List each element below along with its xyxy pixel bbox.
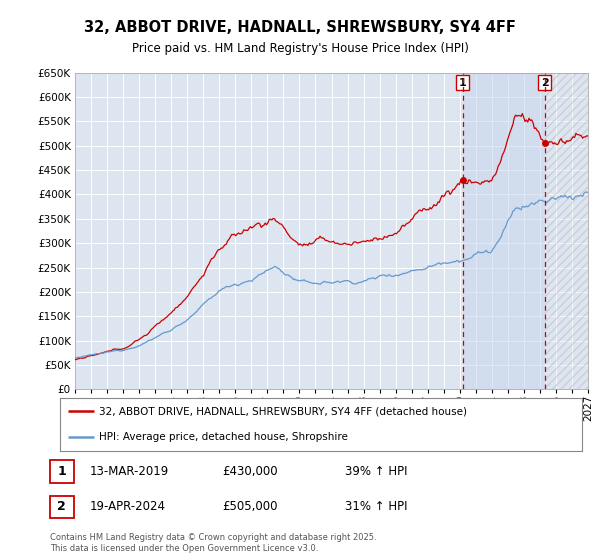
Text: 2: 2 xyxy=(58,500,66,514)
Bar xyxy=(545,73,588,389)
Text: 32, ABBOT DRIVE, HADNALL, SHREWSBURY, SY4 4FF (detached house): 32, ABBOT DRIVE, HADNALL, SHREWSBURY, SY… xyxy=(99,407,467,417)
Text: 2: 2 xyxy=(541,77,548,87)
Text: 1: 1 xyxy=(459,77,467,87)
Text: 1: 1 xyxy=(58,465,66,478)
Text: Contains HM Land Registry data © Crown copyright and database right 2025.
This d: Contains HM Land Registry data © Crown c… xyxy=(50,533,376,553)
Text: 13-MAR-2019: 13-MAR-2019 xyxy=(90,465,169,478)
Bar xyxy=(545,73,588,389)
Text: £430,000: £430,000 xyxy=(222,465,278,478)
Text: HPI: Average price, detached house, Shropshire: HPI: Average price, detached house, Shro… xyxy=(99,432,348,442)
Text: Price paid vs. HM Land Registry's House Price Index (HPI): Price paid vs. HM Land Registry's House … xyxy=(131,42,469,55)
Text: 32, ABBOT DRIVE, HADNALL, SHREWSBURY, SY4 4FF: 32, ABBOT DRIVE, HADNALL, SHREWSBURY, SY… xyxy=(84,20,516,35)
Text: 39% ↑ HPI: 39% ↑ HPI xyxy=(345,465,407,478)
Bar xyxy=(463,73,545,389)
Text: 31% ↑ HPI: 31% ↑ HPI xyxy=(345,500,407,514)
Text: 19-APR-2024: 19-APR-2024 xyxy=(90,500,166,514)
Text: £505,000: £505,000 xyxy=(222,500,277,514)
